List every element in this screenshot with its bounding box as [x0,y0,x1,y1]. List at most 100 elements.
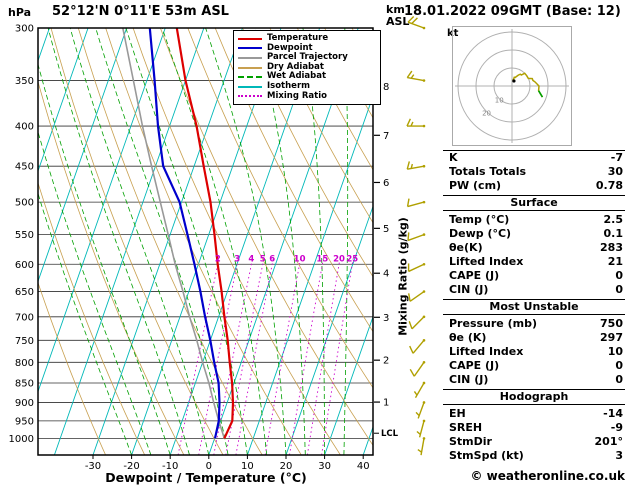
mixing-ratio-value-label: 3 [234,254,240,264]
wind-barb [407,290,426,302]
hodograph-trace [512,72,544,98]
stat-value: 3 [615,449,623,462]
mixing-ratio-value-label: 6 [269,254,275,264]
km-tick-label: 4 [383,269,389,280]
legend-item-dry-adiabat: Dry Adiabat [238,62,376,73]
mixing-ratio-value-label: 2 [215,254,221,264]
wet-adiabat-line-sample [238,76,262,79]
section-header-surface: Surface [443,195,625,211]
stat-row-mu-lifted-index: Lifted Index 10 [443,345,625,359]
wind-barb [407,232,426,242]
legend-item-temperature: Temperature [238,33,376,44]
wind-barb [416,419,426,438]
stat-label: Pressure (mb) [449,317,537,330]
km-tick-label: 5 [383,224,389,235]
pressure-tick-label: 500 [15,198,34,209]
wind-barb [413,381,426,399]
stat-value: 2.5 [603,213,624,226]
stat-value: -14 [603,407,623,420]
legend-label: Dewpoint [267,42,313,53]
stat-row-sreh: SREH -9 [443,421,625,435]
pressure-tick-label: 850 [15,378,34,389]
temp-tick-label: 10 [241,461,254,472]
mixing-ratio-value-label: 15 [316,254,328,264]
legend-item-isotherm: Isotherm [238,81,376,92]
pressure-tick-label: 650 [15,287,34,298]
hodograph: 10 20 [452,26,572,146]
mixing-ratio-value-label: 5 [260,254,266,264]
mixing-ratio-value-label: 25 [346,254,358,264]
stat-row-surface-cape: CAPE (J) 0 [443,269,625,283]
station-title: 52°12'N 0°11'E 53m ASL [52,4,229,19]
legend-item-wet-adiabat: Wet Adiabat [238,72,376,82]
stat-row-mu-cin: CIN (J) 0 [443,373,625,387]
stat-row-mu-pressure: Pressure (mb) 750 [443,317,625,331]
km-tick-label: 1 [383,398,389,409]
pressure-tick-label: 700 [15,312,34,323]
legend-item-dewpoint: Dewpoint [238,42,376,54]
stat-value: 0.1 [603,227,624,240]
legend-label: Parcel Trajectory [267,52,348,63]
plot-frame [37,27,374,456]
wind-barb [406,198,426,208]
stat-label: CIN (J) [449,283,489,296]
stat-label: Temp (°C) [449,213,510,226]
pressure-tick-label: 550 [15,230,34,241]
mixing-ratio-value-label: 10 [294,254,306,264]
wind-barb [407,262,426,273]
temperature-line-sample [238,37,262,40]
hodograph-ring [475,49,549,123]
km-tick-label: 8 [383,82,389,93]
stat-value: 0 [615,359,623,372]
datetime-title: 18.01.2022 09GMT (Base: 12) [404,4,621,19]
stat-row-surface-lifted-index: Lifted Index 21 [443,255,625,269]
mixing-ratio-line-sample [238,95,262,98]
stats-panel: K -7 Totals Totals 30 PW (cm) 0.78 Surfa… [443,150,625,463]
stat-value: 0 [615,283,623,296]
stat-value: 0 [615,373,623,386]
stat-label: CAPE (J) [449,359,500,372]
stat-label: Lifted Index [449,345,524,358]
km-tick-label: 7 [383,131,389,142]
hodograph-trace-end [537,90,544,98]
stat-row-surface-temp: Temp (°C) 2.5 [443,213,625,227]
stat-label: Dewp (°C) [449,227,512,240]
stat-row-eh: EH -14 [443,407,625,421]
pressure-tick-label: 750 [15,336,34,347]
altitude-axis-label: km ASL [386,3,410,28]
legend-label: Mixing Ratio [267,90,327,101]
skewt-plot-area [38,28,373,455]
temp-tick-label: 0 [206,461,212,472]
stat-row-pw: PW (cm) 0.78 [443,179,625,193]
temperature-curve [175,28,235,439]
pressure-tick-label: 800 [15,358,34,369]
pressure-tick-label: 450 [15,162,34,173]
pressure-tick-label: 400 [15,122,34,133]
stat-label: K [449,151,458,164]
storm-motion-marker [512,79,516,83]
stat-value: 297 [600,331,623,344]
dry-adiabat-line-sample [238,66,262,69]
pressure-unit-label: hPa [8,6,32,19]
stat-row-surface-cin: CIN (J) 0 [443,283,625,297]
wind-barb [409,361,426,377]
hodograph-ring-label: 20 [482,109,491,117]
km-tick-label: 2 [383,356,389,367]
stat-label: StmSpd (kt) [449,449,524,462]
wind-barb [408,315,426,330]
temp-tick-label: -20 [123,461,139,472]
stat-row-stmspd: StmSpd (kt) 3 [443,449,625,463]
stat-row-k: K -7 [443,151,625,165]
legend-item-mixing-ratio: Mixing Ratio [238,90,376,102]
legend-item-parcel: Parcel Trajectory [238,53,376,63]
stat-label: CIN (J) [449,373,489,386]
pressure-tick-label: 300 [15,24,34,35]
pressure-tick-label: 950 [15,416,34,427]
stat-row-surface-thetae: θe(K) 283 [443,241,625,255]
isotherm-line-sample [238,85,262,88]
pressure-tick-label: 900 [15,398,34,409]
legend-label: Wet Adiabat [267,71,327,82]
stat-label: θe (K) [449,331,487,344]
stat-row-stmdir: StmDir 201° [443,435,625,449]
